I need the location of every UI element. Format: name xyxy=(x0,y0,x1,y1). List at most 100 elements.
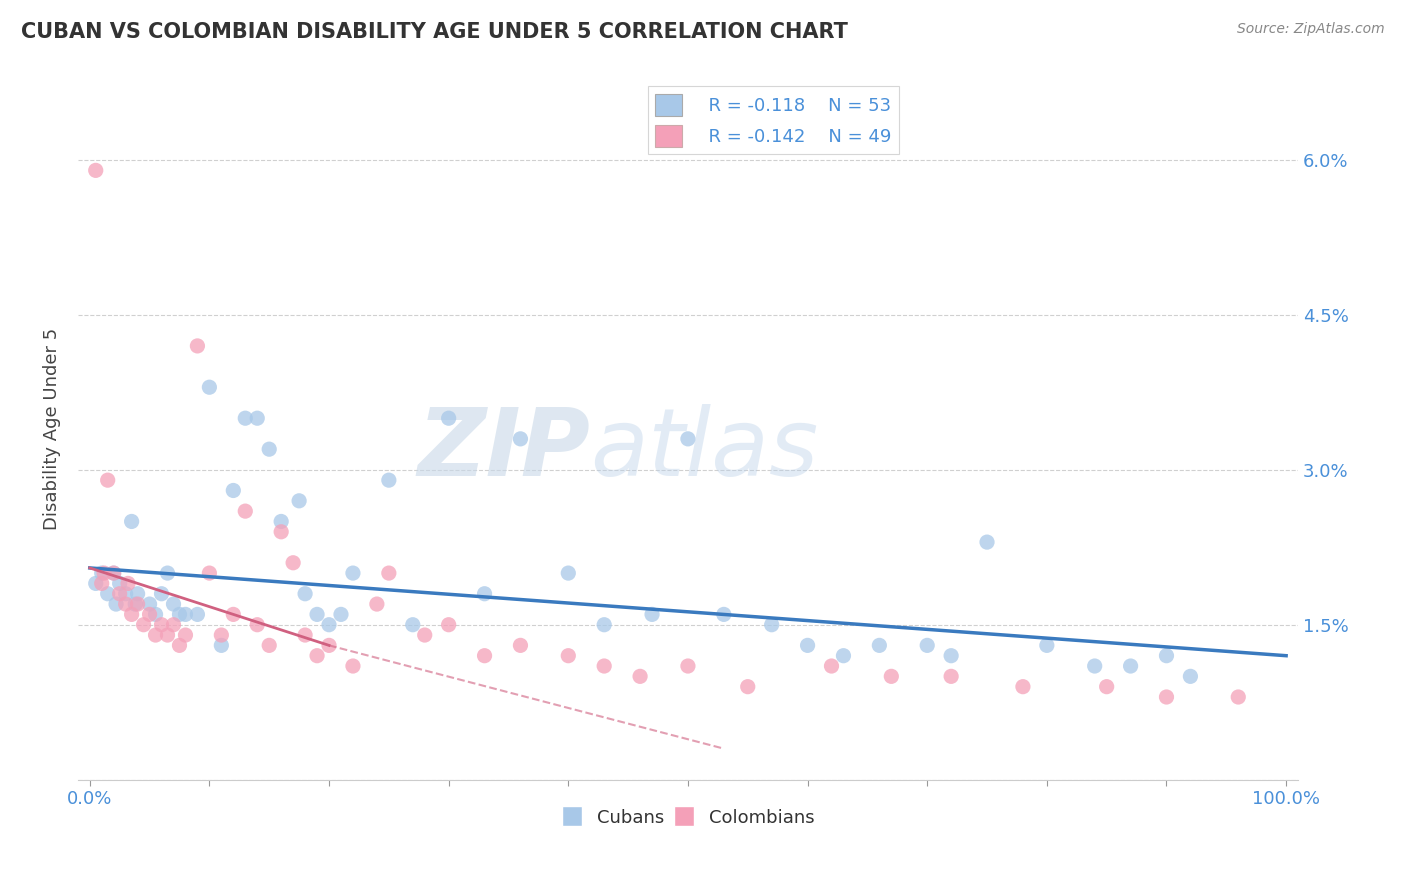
Point xyxy=(108,576,131,591)
Text: CUBAN VS COLOMBIAN DISABILITY AGE UNDER 5 CORRELATION CHART: CUBAN VS COLOMBIAN DISABILITY AGE UNDER … xyxy=(21,22,848,42)
Point xyxy=(1156,648,1178,663)
Point xyxy=(413,628,436,642)
Point xyxy=(737,680,759,694)
Point xyxy=(121,515,143,529)
Point xyxy=(366,597,388,611)
Point xyxy=(97,473,120,487)
Point xyxy=(318,639,340,653)
Point xyxy=(378,566,401,580)
Point xyxy=(169,639,191,653)
Point xyxy=(509,432,531,446)
Point xyxy=(713,607,735,622)
Point xyxy=(127,587,149,601)
Point xyxy=(318,617,340,632)
Point xyxy=(976,535,998,549)
Y-axis label: Disability Age Under 5: Disability Age Under 5 xyxy=(44,327,60,530)
Point xyxy=(1119,659,1142,673)
Point xyxy=(307,607,329,622)
Point xyxy=(169,607,191,622)
Point xyxy=(233,504,256,518)
Point xyxy=(1156,690,1178,704)
Point xyxy=(138,597,160,611)
Point xyxy=(93,566,115,580)
Point xyxy=(150,617,173,632)
Point xyxy=(108,587,131,601)
Point xyxy=(402,617,425,632)
Point xyxy=(174,607,197,622)
Point xyxy=(117,576,139,591)
Point xyxy=(84,576,107,591)
Point xyxy=(84,163,107,178)
Point xyxy=(593,659,616,673)
Point xyxy=(868,639,890,653)
Point xyxy=(820,659,842,673)
Point xyxy=(557,566,579,580)
Point xyxy=(288,493,311,508)
Point xyxy=(294,587,316,601)
Point xyxy=(1084,659,1107,673)
Point xyxy=(832,648,855,663)
Point xyxy=(378,473,401,487)
Point xyxy=(222,483,245,498)
Point xyxy=(294,628,316,642)
Point xyxy=(1227,690,1250,704)
Point xyxy=(342,566,364,580)
Point xyxy=(676,432,699,446)
Point xyxy=(1036,639,1059,653)
Text: ZIP: ZIP xyxy=(418,403,591,496)
Point xyxy=(174,628,197,642)
Point xyxy=(198,566,221,580)
Point xyxy=(97,587,120,601)
Point xyxy=(198,380,221,394)
Point xyxy=(103,566,125,580)
Point xyxy=(121,607,143,622)
Point xyxy=(233,411,256,425)
Text: Source: ZipAtlas.com: Source: ZipAtlas.com xyxy=(1237,22,1385,37)
Point xyxy=(156,628,179,642)
Point xyxy=(281,556,304,570)
Point xyxy=(186,339,208,353)
Point xyxy=(257,442,280,457)
Point xyxy=(138,607,160,622)
Point xyxy=(270,515,292,529)
Point xyxy=(156,566,179,580)
Point xyxy=(114,587,136,601)
Point xyxy=(641,607,664,622)
Point xyxy=(90,566,112,580)
Point xyxy=(330,607,353,622)
Point xyxy=(915,639,938,653)
Point xyxy=(105,597,128,611)
Point xyxy=(145,628,167,642)
Point xyxy=(939,648,962,663)
Point xyxy=(145,607,167,622)
Point xyxy=(209,639,232,653)
Point xyxy=(474,648,496,663)
Point xyxy=(796,639,818,653)
Point xyxy=(132,617,155,632)
Point xyxy=(246,617,269,632)
Point xyxy=(222,607,245,622)
Point xyxy=(437,411,460,425)
Point xyxy=(209,628,232,642)
Point xyxy=(342,659,364,673)
Point xyxy=(270,524,292,539)
Point xyxy=(880,669,903,683)
Point xyxy=(150,587,173,601)
Point xyxy=(1095,680,1118,694)
Point xyxy=(162,617,184,632)
Point xyxy=(127,597,149,611)
Point xyxy=(186,607,208,622)
Point xyxy=(628,669,651,683)
Point xyxy=(1012,680,1035,694)
Text: atlas: atlas xyxy=(591,404,818,495)
Point xyxy=(162,597,184,611)
Point xyxy=(1180,669,1202,683)
Point xyxy=(307,648,329,663)
Point xyxy=(557,648,579,663)
Point xyxy=(509,639,531,653)
Legend: Cubans, Colombians: Cubans, Colombians xyxy=(554,801,823,834)
Point xyxy=(246,411,269,425)
Point xyxy=(437,617,460,632)
Point xyxy=(939,669,962,683)
Point xyxy=(124,597,146,611)
